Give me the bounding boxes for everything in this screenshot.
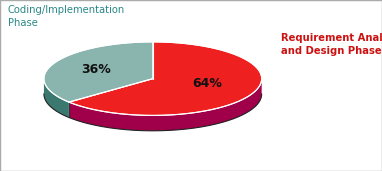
Text: 36%: 36% (81, 63, 110, 76)
Text: Coding/Implementation
Phase: Coding/Implementation Phase (8, 5, 125, 28)
Polygon shape (69, 42, 262, 115)
Polygon shape (69, 79, 262, 131)
Text: 64%: 64% (192, 77, 222, 90)
Polygon shape (44, 79, 69, 117)
Polygon shape (44, 42, 153, 102)
Text: Requirement Analysis
and Design Phase: Requirement Analysis and Design Phase (281, 33, 382, 56)
